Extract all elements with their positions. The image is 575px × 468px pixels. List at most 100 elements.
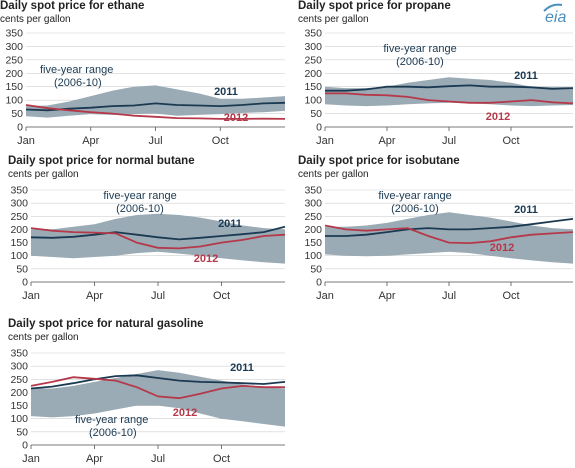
y-tick-label: 0 bbox=[316, 122, 322, 134]
series-label-2011: 2011 bbox=[514, 70, 538, 82]
y-tick-label: 50 bbox=[16, 263, 28, 275]
series-line-2012 bbox=[30, 376, 285, 400]
chart-title: Daily spot price for isobutane bbox=[298, 155, 460, 167]
y-tick-label: 200 bbox=[5, 68, 23, 80]
range-band bbox=[325, 77, 573, 107]
range-label: five-year range bbox=[378, 190, 451, 202]
y-tick-label: 50 bbox=[16, 426, 28, 438]
range-label: (2006-10) bbox=[396, 56, 444, 68]
x-tick-label: Jan bbox=[316, 290, 334, 302]
x-tick-label: Jan bbox=[316, 135, 334, 147]
y-tick-label: 350 bbox=[10, 348, 28, 360]
x-tick-label: Oct bbox=[213, 453, 230, 465]
series-line-2011 bbox=[325, 84, 574, 92]
y-tick-label: 250 bbox=[304, 211, 322, 223]
x-tick-label: Jan bbox=[17, 135, 35, 147]
y-tick-label: 150 bbox=[304, 237, 322, 249]
y-tick-label: 350 bbox=[5, 28, 23, 40]
series-label-2011: 2011 bbox=[514, 204, 538, 216]
y-tick-label: 0 bbox=[22, 277, 28, 289]
y-tick-label: 100 bbox=[5, 95, 23, 107]
range-label: (2006-10) bbox=[89, 427, 137, 439]
y-tick-label: 100 bbox=[304, 95, 322, 107]
series-line-2012 bbox=[30, 227, 286, 250]
x-tick-label: Jul bbox=[151, 453, 165, 465]
chart-title: Daily spot price for natural gasoline bbox=[8, 318, 204, 330]
y-tick-label: 0 bbox=[17, 122, 23, 134]
chart-panel-natural-gasoline: Daily spot price for natural gasoline ce… bbox=[0, 318, 290, 468]
x-tick-label: Apr bbox=[82, 135, 99, 147]
series-label-2012: 2012 bbox=[194, 253, 218, 265]
x-tick-label: Oct bbox=[212, 135, 229, 147]
range-label: five-year range bbox=[383, 43, 456, 55]
range-label: five-year range bbox=[103, 190, 176, 202]
range-label: five-year range bbox=[75, 414, 148, 426]
x-tick-label: Apr bbox=[86, 453, 103, 465]
x-tick-label: Apr bbox=[86, 290, 103, 302]
series-line-2012 bbox=[25, 104, 286, 120]
series-label-2011: 2011 bbox=[230, 362, 254, 374]
series-label-2012: 2012 bbox=[224, 112, 248, 124]
y-tick-label: 300 bbox=[10, 198, 28, 210]
y-tick-label: 300 bbox=[5, 41, 23, 53]
chart-panel-isobutane: Daily spot price for isobutane cents per… bbox=[290, 155, 575, 315]
y-tick-label: 100 bbox=[10, 413, 28, 425]
series-label-2012: 2012 bbox=[173, 407, 197, 419]
series-label-2012: 2012 bbox=[490, 242, 514, 254]
y-tick-label: 100 bbox=[304, 250, 322, 262]
y-tick-label: 200 bbox=[10, 224, 28, 236]
series-line-2012 bbox=[325, 92, 574, 105]
series-line-2011 bbox=[325, 218, 574, 237]
series-label-2011: 2011 bbox=[214, 86, 238, 98]
y-tick-label: 250 bbox=[5, 54, 23, 66]
y-tick-label: 50 bbox=[310, 108, 322, 120]
range-band bbox=[325, 212, 573, 264]
y-tick-label: 300 bbox=[304, 198, 322, 210]
chart-title: Daily spot price for ethane bbox=[0, 0, 145, 12]
x-tick-label: Jul bbox=[148, 135, 162, 147]
series-line-2011 bbox=[30, 225, 286, 241]
chart-panel-ethane: Daily spot price for ethane cents per ga… bbox=[0, 0, 290, 150]
y-tick-label: 50 bbox=[310, 263, 322, 275]
x-tick-label: Jan bbox=[22, 290, 40, 302]
y-tick-label: 100 bbox=[10, 250, 28, 262]
x-tick-label: Jul bbox=[442, 135, 456, 147]
y-tick-label: 350 bbox=[304, 185, 322, 197]
chart-panel-propane: Daily spot price for propane cents per g… bbox=[290, 0, 575, 155]
y-tick-label: 50 bbox=[11, 108, 23, 120]
y-tick-label: 350 bbox=[10, 185, 28, 197]
range-band bbox=[26, 85, 285, 118]
y-tick-label: 150 bbox=[10, 237, 28, 249]
eia-logo: eia bbox=[542, 2, 572, 29]
y-axis-label: cents per gallon bbox=[298, 169, 369, 180]
x-tick-label: Apr bbox=[378, 135, 395, 147]
range-band bbox=[31, 213, 285, 264]
x-tick-label: Oct bbox=[502, 135, 519, 147]
chart-title: Daily spot price for propane bbox=[298, 0, 451, 12]
y-tick-label: 150 bbox=[304, 81, 322, 93]
y-tick-label: 150 bbox=[5, 81, 23, 93]
series-label-2011: 2011 bbox=[218, 218, 242, 230]
x-tick-label: Oct bbox=[502, 290, 519, 302]
y-tick-label: 250 bbox=[10, 211, 28, 223]
y-tick-label: 0 bbox=[316, 277, 322, 289]
eia-logo-text: eia bbox=[545, 9, 566, 24]
y-tick-label: 150 bbox=[10, 400, 28, 412]
series-line-2012 bbox=[324, 224, 574, 245]
range-label: (2006-10) bbox=[54, 77, 102, 89]
y-tick-label: 250 bbox=[10, 374, 28, 386]
y-tick-label: 0 bbox=[22, 440, 28, 452]
range-band bbox=[31, 370, 285, 427]
chart-panel-normal-butane: Daily spot price for normal butane cents… bbox=[0, 155, 290, 315]
x-tick-label: Jan bbox=[22, 453, 40, 465]
range-label: five-year range bbox=[40, 64, 113, 76]
y-tick-label: 200 bbox=[304, 224, 322, 236]
series-label-2012: 2012 bbox=[486, 111, 510, 123]
y-axis-label: cents per gallon bbox=[8, 332, 79, 343]
x-tick-label: Apr bbox=[378, 290, 395, 302]
y-axis-label: cents per gallon bbox=[0, 14, 71, 25]
